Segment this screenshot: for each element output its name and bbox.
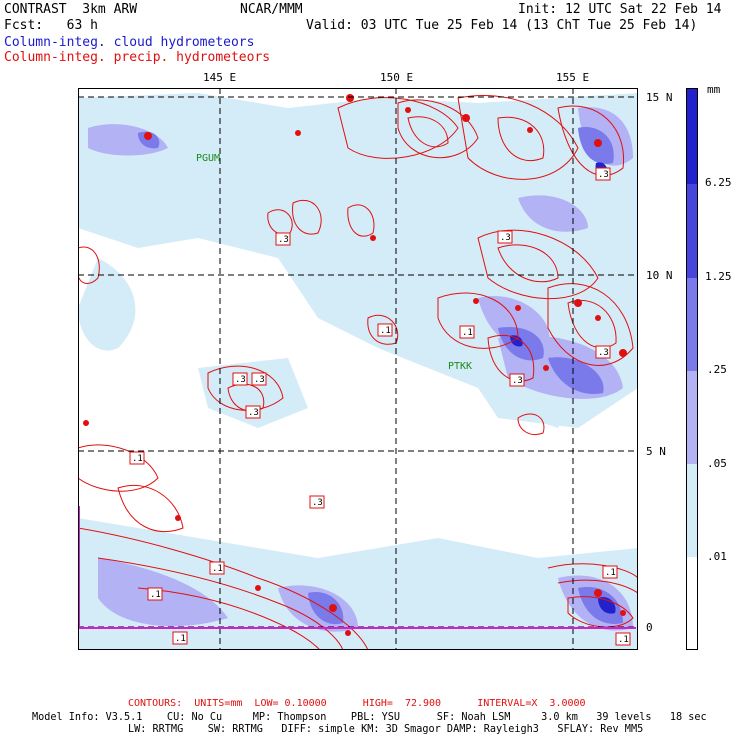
svg-text:.3: .3 — [598, 348, 609, 358]
contour-labels: .3 .3 .3 .3 .1 .3 .1 .3 .3 .1 .1 .1 .1 .… — [129, 167, 631, 646]
model-info-line2: LW: RRTMG SW: RRTMG DIFF: simple KM: 3D … — [128, 724, 644, 735]
svg-text:.3: .3 — [235, 375, 246, 385]
precip-cores — [83, 94, 627, 636]
contour-label: .1 — [615, 632, 631, 646]
contour-label: .3 — [595, 345, 611, 359]
colorbar-swatch — [687, 557, 697, 649]
lat-label-15n: 15 N — [646, 91, 673, 104]
contour-label: .3 — [245, 405, 261, 419]
svg-text:.1: .1 — [462, 328, 473, 338]
contour-info: CONTOURS: UNITS=mm LOW= 0.10000 HIGH= 72… — [128, 698, 586, 709]
contour-label: .3 — [232, 372, 248, 386]
colorbar-swatch — [687, 464, 697, 557]
contour-label: .1 — [172, 631, 188, 645]
forecast-hour: Fcst: 63 h — [4, 18, 98, 33]
colorbar-label: 1.25 — [705, 270, 732, 283]
svg-text:.1: .1 — [618, 635, 629, 645]
svg-text:.1: .1 — [605, 568, 616, 578]
contour-label: .1 — [209, 561, 225, 575]
colorbar-label: .01 — [707, 550, 727, 563]
lat-label-10n: 10 N — [646, 269, 673, 282]
svg-text:.1: .1 — [212, 564, 223, 574]
svg-text:.3: .3 — [512, 376, 523, 386]
contour-label: .3 — [309, 495, 325, 509]
center-label: NCAR/MMM — [240, 2, 303, 17]
svg-text:.3: .3 — [312, 498, 323, 508]
svg-text:.1: .1 — [132, 454, 143, 464]
init-time: Init: 12 UTC Sat 22 Feb 14 — [518, 2, 722, 17]
field-title-precip: Column-integ. precip. hydrometeors — [4, 50, 271, 65]
valid-time: Valid: 03 UTC Tue 25 Feb 14 (13 ChT Tue … — [306, 18, 698, 33]
svg-text:.1: .1 — [175, 634, 186, 644]
contour-label: .3 — [251, 372, 267, 386]
contour-label: .1 — [129, 451, 145, 465]
forecast-map: .3 .3 .3 .3 .1 .3 .1 .3 .3 .1 .1 .1 .1 .… — [78, 88, 638, 650]
colorbar-swatch — [687, 278, 697, 371]
contour-label: .1 — [377, 323, 393, 337]
colorbar-label: 6.25 — [705, 176, 732, 189]
contour-label: .3 — [497, 230, 513, 244]
contour-label: .3 — [595, 167, 611, 181]
contour-label: .1 — [602, 565, 618, 579]
contour-label: .1 — [147, 587, 163, 601]
contour-label: .3 — [275, 232, 291, 246]
colorbar-label: .05 — [707, 457, 727, 470]
lat-label-0: 0 — [646, 621, 653, 634]
svg-text:.3: .3 — [248, 408, 259, 418]
contour-label: .1 — [459, 325, 475, 339]
colorbar-unit: mm — [707, 83, 721, 96]
station-ptkk: PTKK — [448, 361, 472, 372]
svg-text:.1: .1 — [150, 590, 161, 600]
station-pgum: PGUM — [196, 153, 220, 164]
colorbar-swatch — [687, 184, 697, 278]
station-labels: PGUM PTKK — [196, 153, 472, 372]
lon-label-145: 145 E — [203, 71, 237, 84]
model-title: CONTRAST 3km ARW — [4, 2, 138, 17]
svg-text:.3: .3 — [278, 235, 289, 245]
svg-text:.3: .3 — [254, 375, 265, 385]
lat-label-5n: 5 N — [646, 445, 666, 458]
colorbar-swatch — [687, 89, 697, 184]
lon-label-155: 155 E — [556, 71, 590, 84]
colorbar-swatch — [687, 371, 697, 464]
svg-text:.3: .3 — [500, 233, 511, 243]
colorbar — [686, 88, 698, 650]
lon-label-150: 150 E — [380, 71, 414, 84]
svg-text:.1: .1 — [380, 326, 391, 336]
svg-text:.3: .3 — [598, 170, 609, 180]
model-info-line1: Model Info: V3.5.1 CU: No Cu MP: Thompso… — [32, 712, 707, 723]
contour-label: .3 — [509, 373, 525, 387]
field-title-cloud: Column-integ. cloud hydrometeors — [4, 35, 255, 50]
colorbar-label: .25 — [707, 363, 727, 376]
